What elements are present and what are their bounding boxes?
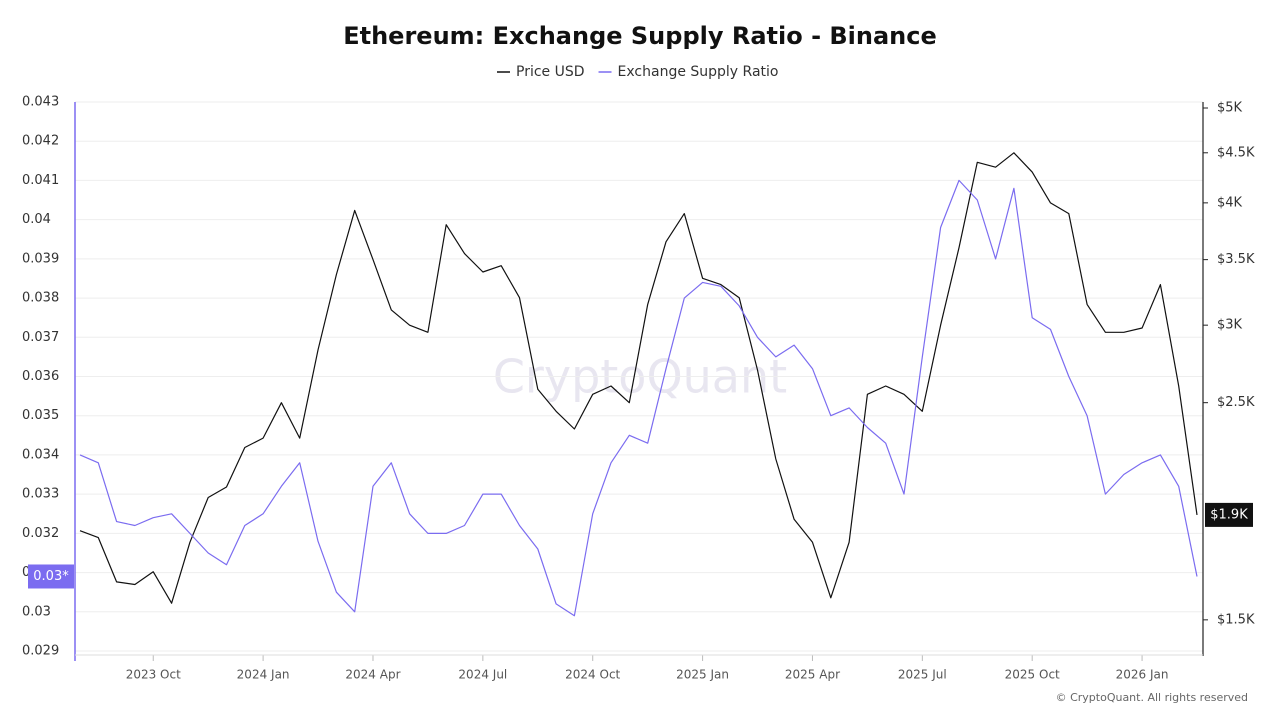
y2-tick-label: $5K [1217,100,1243,115]
y2-tick-label: $3.5K [1217,252,1255,267]
x-tick-label: 2024 Apr [345,668,400,682]
x-tick-label: 2025 Jul [898,668,947,682]
series-line [79,152,1198,604]
value-badge [28,564,74,589]
x-tick-label: 2023 Oct [126,668,181,682]
x-tick-label: 2024 Jul [458,668,507,682]
x-tick-label: 2026 Jan [1116,668,1169,682]
x-tick-label: 2024 Jan [237,668,290,682]
x-tick-label: 2024 Oct [565,668,620,682]
y2-tick-label: $2.5K [1217,395,1255,410]
y-tick-label: 0.039 [22,251,59,266]
y-tick-label: 0.038 [22,291,59,306]
legend-label: Price USD [516,64,585,80]
y-tick-label: 0.035 [22,408,59,423]
y-tick-label: 0.041 [22,173,59,188]
chart-title: Ethereum: Exchange Supply Ratio - Binanc… [343,22,937,50]
credit: © CryptoQuant. All rights reserved [1056,691,1248,704]
y-tick-label: 0.033 [22,487,59,502]
y2-tick-label: $1.5K [1217,612,1255,627]
x-tick-label: 2025 Oct [1005,668,1060,682]
x-tick-label: 2025 Apr [785,668,840,682]
y-tick-label: 0.037 [22,330,59,345]
value-badge [1205,502,1253,527]
y2-tick-label: $3K [1217,318,1243,333]
value-label: 0.03* [33,569,69,584]
series-line [79,179,1198,617]
y-tick-label: 0.04 [22,212,51,227]
y-tick-label: 0.029 [22,644,59,659]
y-tick-label: 0.03 [22,604,51,619]
y-tick-label: 0.036 [22,369,59,384]
legend-label: Exchange Supply Ratio [618,64,779,80]
y-tick-label: 0.042 [22,134,59,149]
x-tick-label: 2025 Jan [676,668,729,682]
y2-tick-label: $4.5K [1217,145,1255,160]
legend: Price USD Exchange Supply Ratio [497,64,779,80]
y2-tick-label: $4K [1217,195,1243,210]
y-tick-label: 0.034 [22,447,59,462]
y-tick-label: 0.043 [22,95,59,110]
y-tick-label: 0.032 [22,526,59,541]
value-label: $1.9K [1210,507,1248,522]
